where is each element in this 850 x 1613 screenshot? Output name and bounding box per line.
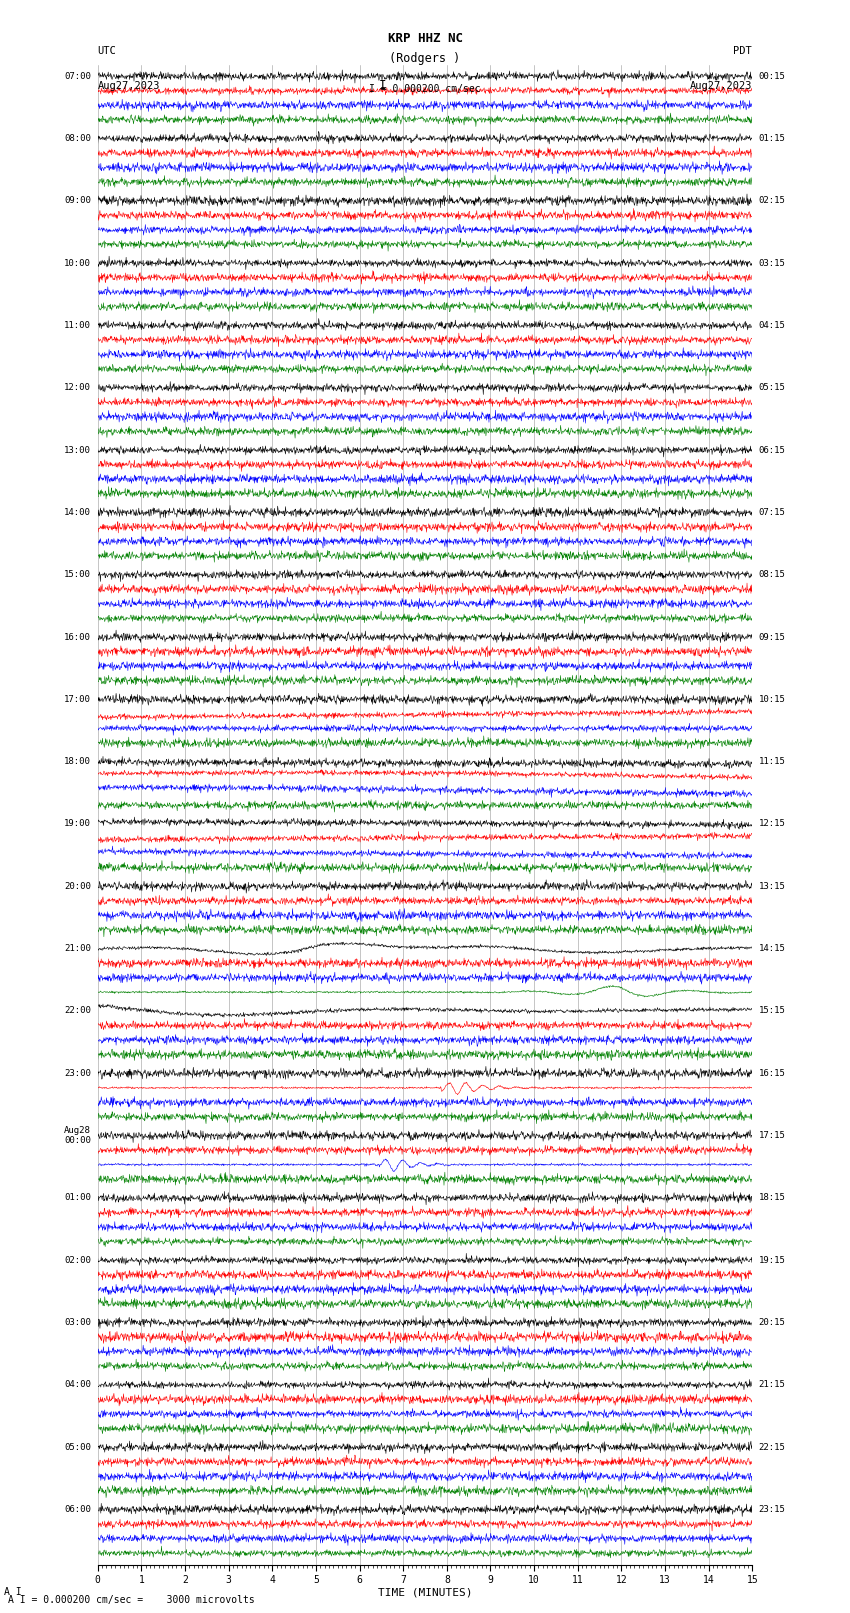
Text: 03:15: 03:15	[759, 258, 785, 268]
Text: 14:00: 14:00	[65, 508, 91, 516]
Text: A I = 0.000200 cm/sec =    3000 microvolts: A I = 0.000200 cm/sec = 3000 microvolts	[8, 1595, 255, 1605]
Text: 08:15: 08:15	[759, 571, 785, 579]
Text: 09:15: 09:15	[759, 632, 785, 642]
Text: 16:00: 16:00	[65, 632, 91, 642]
Text: 12:15: 12:15	[759, 819, 785, 829]
Text: 12:00: 12:00	[65, 384, 91, 392]
Text: 21:00: 21:00	[65, 944, 91, 953]
Text: I: I	[379, 79, 387, 92]
Text: 23:00: 23:00	[65, 1069, 91, 1077]
Text: 08:00: 08:00	[65, 134, 91, 144]
Text: 21:15: 21:15	[759, 1381, 785, 1389]
Text: 20:15: 20:15	[759, 1318, 785, 1327]
Text: 19:15: 19:15	[759, 1257, 785, 1265]
Text: 01:00: 01:00	[65, 1194, 91, 1202]
Text: 19:00: 19:00	[65, 819, 91, 829]
Text: 23:15: 23:15	[759, 1505, 785, 1515]
Text: 22:15: 22:15	[759, 1442, 785, 1452]
Text: 04:00: 04:00	[65, 1381, 91, 1389]
Text: (Rodgers ): (Rodgers )	[389, 52, 461, 65]
Text: 10:15: 10:15	[759, 695, 785, 703]
Text: 18:00: 18:00	[65, 756, 91, 766]
Text: 18:15: 18:15	[759, 1194, 785, 1202]
Text: Aug27,2023: Aug27,2023	[689, 81, 752, 90]
Text: Aug28
00:00: Aug28 00:00	[65, 1126, 91, 1145]
Text: 15:00: 15:00	[65, 571, 91, 579]
Text: Aug27,2023: Aug27,2023	[98, 81, 161, 90]
Text: 05:00: 05:00	[65, 1442, 91, 1452]
X-axis label: TIME (MINUTES): TIME (MINUTES)	[377, 1587, 473, 1598]
Text: 03:00: 03:00	[65, 1318, 91, 1327]
Text: 13:15: 13:15	[759, 882, 785, 890]
Text: 06:00: 06:00	[65, 1505, 91, 1515]
Text: 17:15: 17:15	[759, 1131, 785, 1140]
Text: 02:00: 02:00	[65, 1257, 91, 1265]
Text: 20:00: 20:00	[65, 882, 91, 890]
Text: 04:15: 04:15	[759, 321, 785, 331]
Text: 14:15: 14:15	[759, 944, 785, 953]
Text: 13:00: 13:00	[65, 445, 91, 455]
Text: 11:00: 11:00	[65, 321, 91, 331]
Text: 07:15: 07:15	[759, 508, 785, 516]
Text: 17:00: 17:00	[65, 695, 91, 703]
Text: 22:00: 22:00	[65, 1007, 91, 1016]
Text: 05:15: 05:15	[759, 384, 785, 392]
Text: PDT: PDT	[734, 47, 752, 56]
Text: I = 0.000200 cm/sec: I = 0.000200 cm/sec	[369, 84, 481, 94]
Text: 01:15: 01:15	[759, 134, 785, 144]
Text: A I: A I	[4, 1587, 22, 1597]
Text: 11:15: 11:15	[759, 756, 785, 766]
Text: 16:15: 16:15	[759, 1069, 785, 1077]
Text: 15:15: 15:15	[759, 1007, 785, 1016]
Text: KRP HHZ NC: KRP HHZ NC	[388, 32, 462, 45]
Text: UTC: UTC	[98, 47, 116, 56]
Text: 02:15: 02:15	[759, 197, 785, 205]
Text: 09:00: 09:00	[65, 197, 91, 205]
Text: 00:15: 00:15	[759, 71, 785, 81]
Text: 10:00: 10:00	[65, 258, 91, 268]
Text: 06:15: 06:15	[759, 445, 785, 455]
Text: 07:00: 07:00	[65, 71, 91, 81]
